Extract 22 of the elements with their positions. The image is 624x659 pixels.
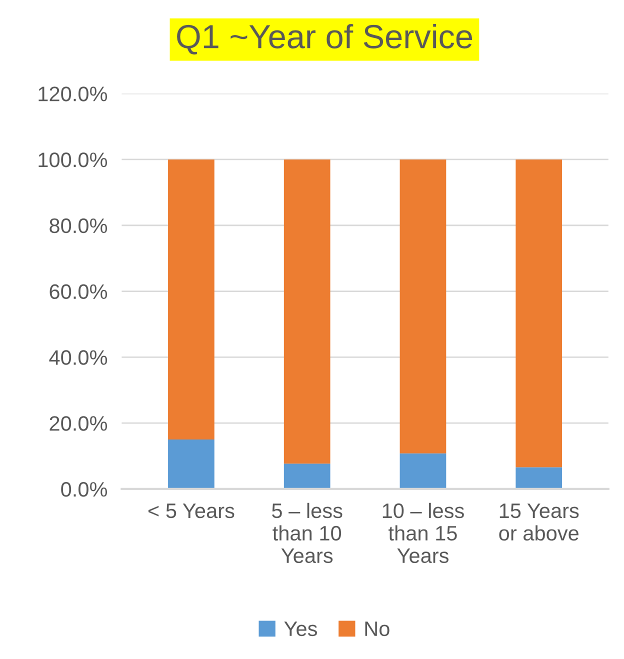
- bar: [516, 467, 562, 489]
- y-tick-label: 100.0%: [38, 152, 108, 168]
- x-tick-label: 15 Years or above: [499, 504, 579, 541]
- bar: [168, 159, 214, 440]
- bar: [168, 440, 214, 489]
- chart-title: Q1 ~Year of Service: [177, 24, 472, 54]
- legend-label: No: [365, 622, 390, 636]
- legend-label: Yes: [284, 622, 317, 636]
- bar: [516, 159, 562, 468]
- x-tick-label: < 5 Years: [148, 504, 234, 518]
- bar: [400, 453, 446, 489]
- x-tick-label: 5 – less than 10 Years: [272, 502, 342, 564]
- y-tick-label: 20.0%: [50, 416, 108, 431]
- bar: [400, 159, 446, 454]
- x-tick-label: 10 – less than 15 Years: [382, 502, 464, 564]
- bar: [284, 159, 330, 464]
- y-tick-label: 60.0%: [50, 284, 108, 300]
- y-tick-label: 0.0%: [61, 482, 108, 497]
- y-tick-label: 40.0%: [49, 350, 108, 365]
- y-tick-label: 120.0%: [38, 86, 108, 102]
- bar: [284, 464, 330, 489]
- y-tick-label: 80.0%: [50, 218, 108, 234]
